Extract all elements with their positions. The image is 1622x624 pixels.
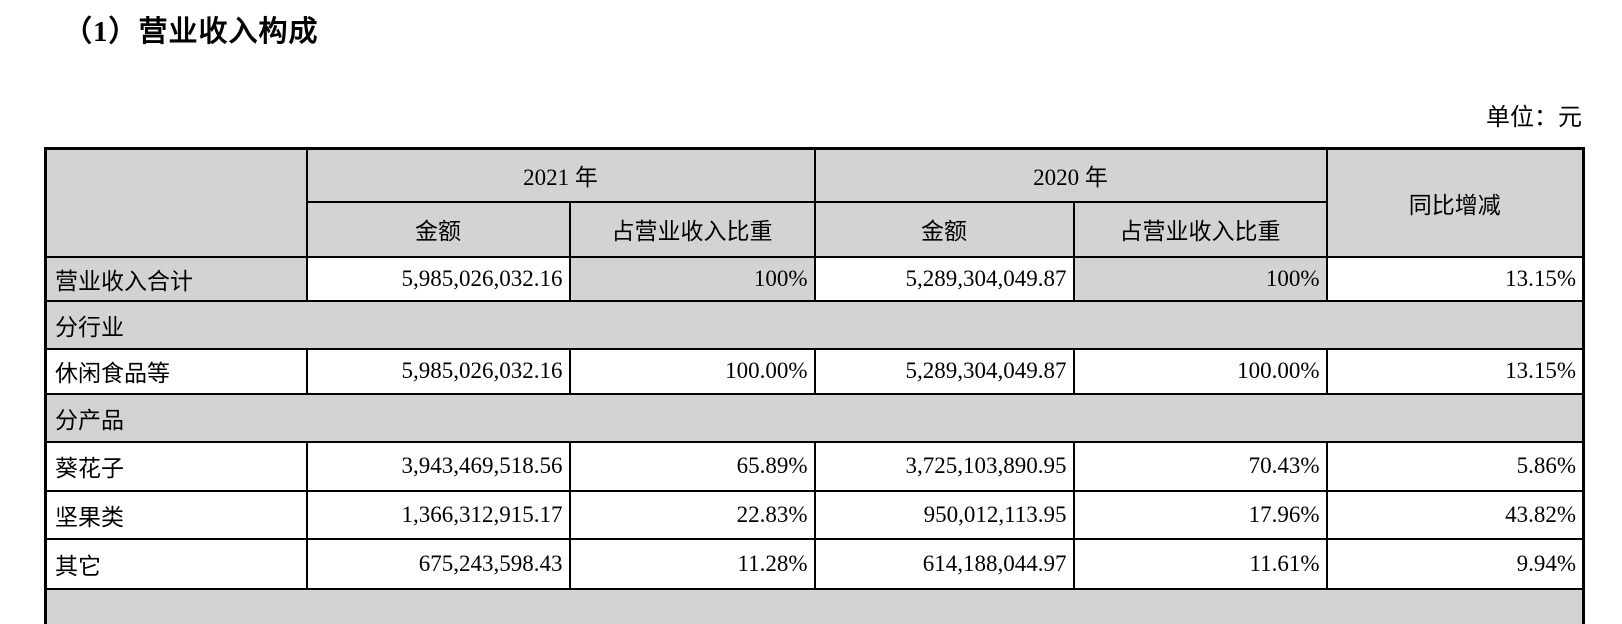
amount-2021-cell: 675,243,598.43: [305, 537, 571, 590]
yoy-cell: 5.86%: [1325, 440, 1585, 492]
table-header: 2021 年 2020 年 同比增减 金额 占营业收入比重 金额 占营业收入比重: [44, 147, 1585, 258]
row-label: 其它: [44, 537, 308, 590]
ratio-2020-cell: 100.00%: [1072, 347, 1328, 395]
ratio-2020-cell: 11.61%: [1072, 537, 1328, 590]
ratio-2020-cell: 70.43%: [1072, 440, 1328, 492]
amount-2020-header: 金额: [813, 200, 1075, 258]
year-2020-header: 2020 年: [813, 147, 1328, 203]
section-label: 分行业: [44, 299, 1585, 350]
ratio-2020-header: 占营业收入比重: [1072, 200, 1328, 258]
amount-2020-cell: 5,289,304,049.87: [813, 255, 1075, 302]
ratio-2021-cell: 65.89%: [568, 440, 816, 492]
corner-blank-cell: [44, 147, 308, 258]
section-header-row: 分产品: [44, 392, 1585, 443]
ratio-2021-cell: 11.28%: [568, 537, 816, 590]
section-label: [44, 587, 1585, 624]
table-row: 葵花子 3,943,469,518.56 65.89% 3,725,103,890.9…: [44, 440, 1585, 492]
section-header-row: 分行业: [44, 299, 1585, 350]
yoy-change-header: 同比增减: [1325, 147, 1585, 258]
amount-2021-cell: 3,943,469,518.56: [305, 440, 571, 492]
header-row-metrics: 金额 占营业收入比重 金额 占营业收入比重: [46, 200, 1584, 258]
ratio-2020-cell: 17.96%: [1072, 489, 1328, 540]
yoy-cell: 13.15%: [1325, 255, 1585, 302]
year-2021-header: 2021 年: [305, 147, 816, 203]
yoy-cell: 9.94%: [1325, 537, 1585, 590]
amount-2021-cell: 5,985,026,032.16: [305, 347, 571, 395]
row-label: 休闲食品等: [44, 347, 308, 395]
yoy-cell: 13.15%: [1325, 347, 1585, 395]
amount-2020-cell: 950,012,113.95: [813, 489, 1075, 540]
table-body: 营业收入合计 5,985,026,032.16 100% 5,289,304,049.…: [44, 255, 1585, 624]
table-row: 营业收入合计 5,985,026,032.16 100% 5,289,304,049.…: [44, 255, 1585, 302]
amount-2021-cell: 1,366,312,915.17: [305, 489, 571, 540]
row-label: 坚果类: [44, 489, 308, 540]
row-label: 营业收入合计: [44, 255, 308, 302]
ratio-2020-cell: 100%: [1072, 255, 1328, 302]
amount-2020-cell: 5,289,304,049.87: [813, 347, 1075, 395]
ratio-2021-cell: 100%: [568, 255, 816, 302]
row-label: 葵花子: [44, 440, 308, 492]
amount-2020-cell: 3,725,103,890.95: [813, 440, 1075, 492]
header-row-years: 2021 年 2020 年 同比增减: [44, 147, 1585, 258]
revenue-composition-table: 2021 年 2020 年 同比增减 金额 占营业收入比重 金额 占营业收入比重…: [44, 147, 1585, 624]
unit-label: 单位：元: [1486, 105, 1582, 131]
section-title: （1）营业收入构成: [63, 16, 319, 48]
ratio-2021-header: 占营业收入比重: [568, 200, 816, 258]
amount-2021-cell: 5,985,026,032.16: [305, 255, 571, 302]
section-header-row: [44, 587, 1585, 624]
amount-2020-cell: 614,188,044.97: [813, 537, 1075, 590]
yoy-cell: 43.82%: [1325, 489, 1585, 540]
ratio-2021-cell: 22.83%: [568, 489, 816, 540]
table-row: 休闲食品等 5,985,026,032.16 100.00% 5,289,304,04…: [44, 347, 1585, 395]
table-row: 坚果类 1,366,312,915.17 22.83% 950,012,113.95 1…: [44, 489, 1585, 540]
ratio-2021-cell: 100.00%: [568, 347, 816, 395]
amount-2021-header: 金额: [305, 200, 571, 258]
section-label: 分产品: [44, 392, 1585, 443]
table-row: 其它 675,243,598.43 11.28% 614,188,044.97 11.6…: [44, 537, 1585, 590]
